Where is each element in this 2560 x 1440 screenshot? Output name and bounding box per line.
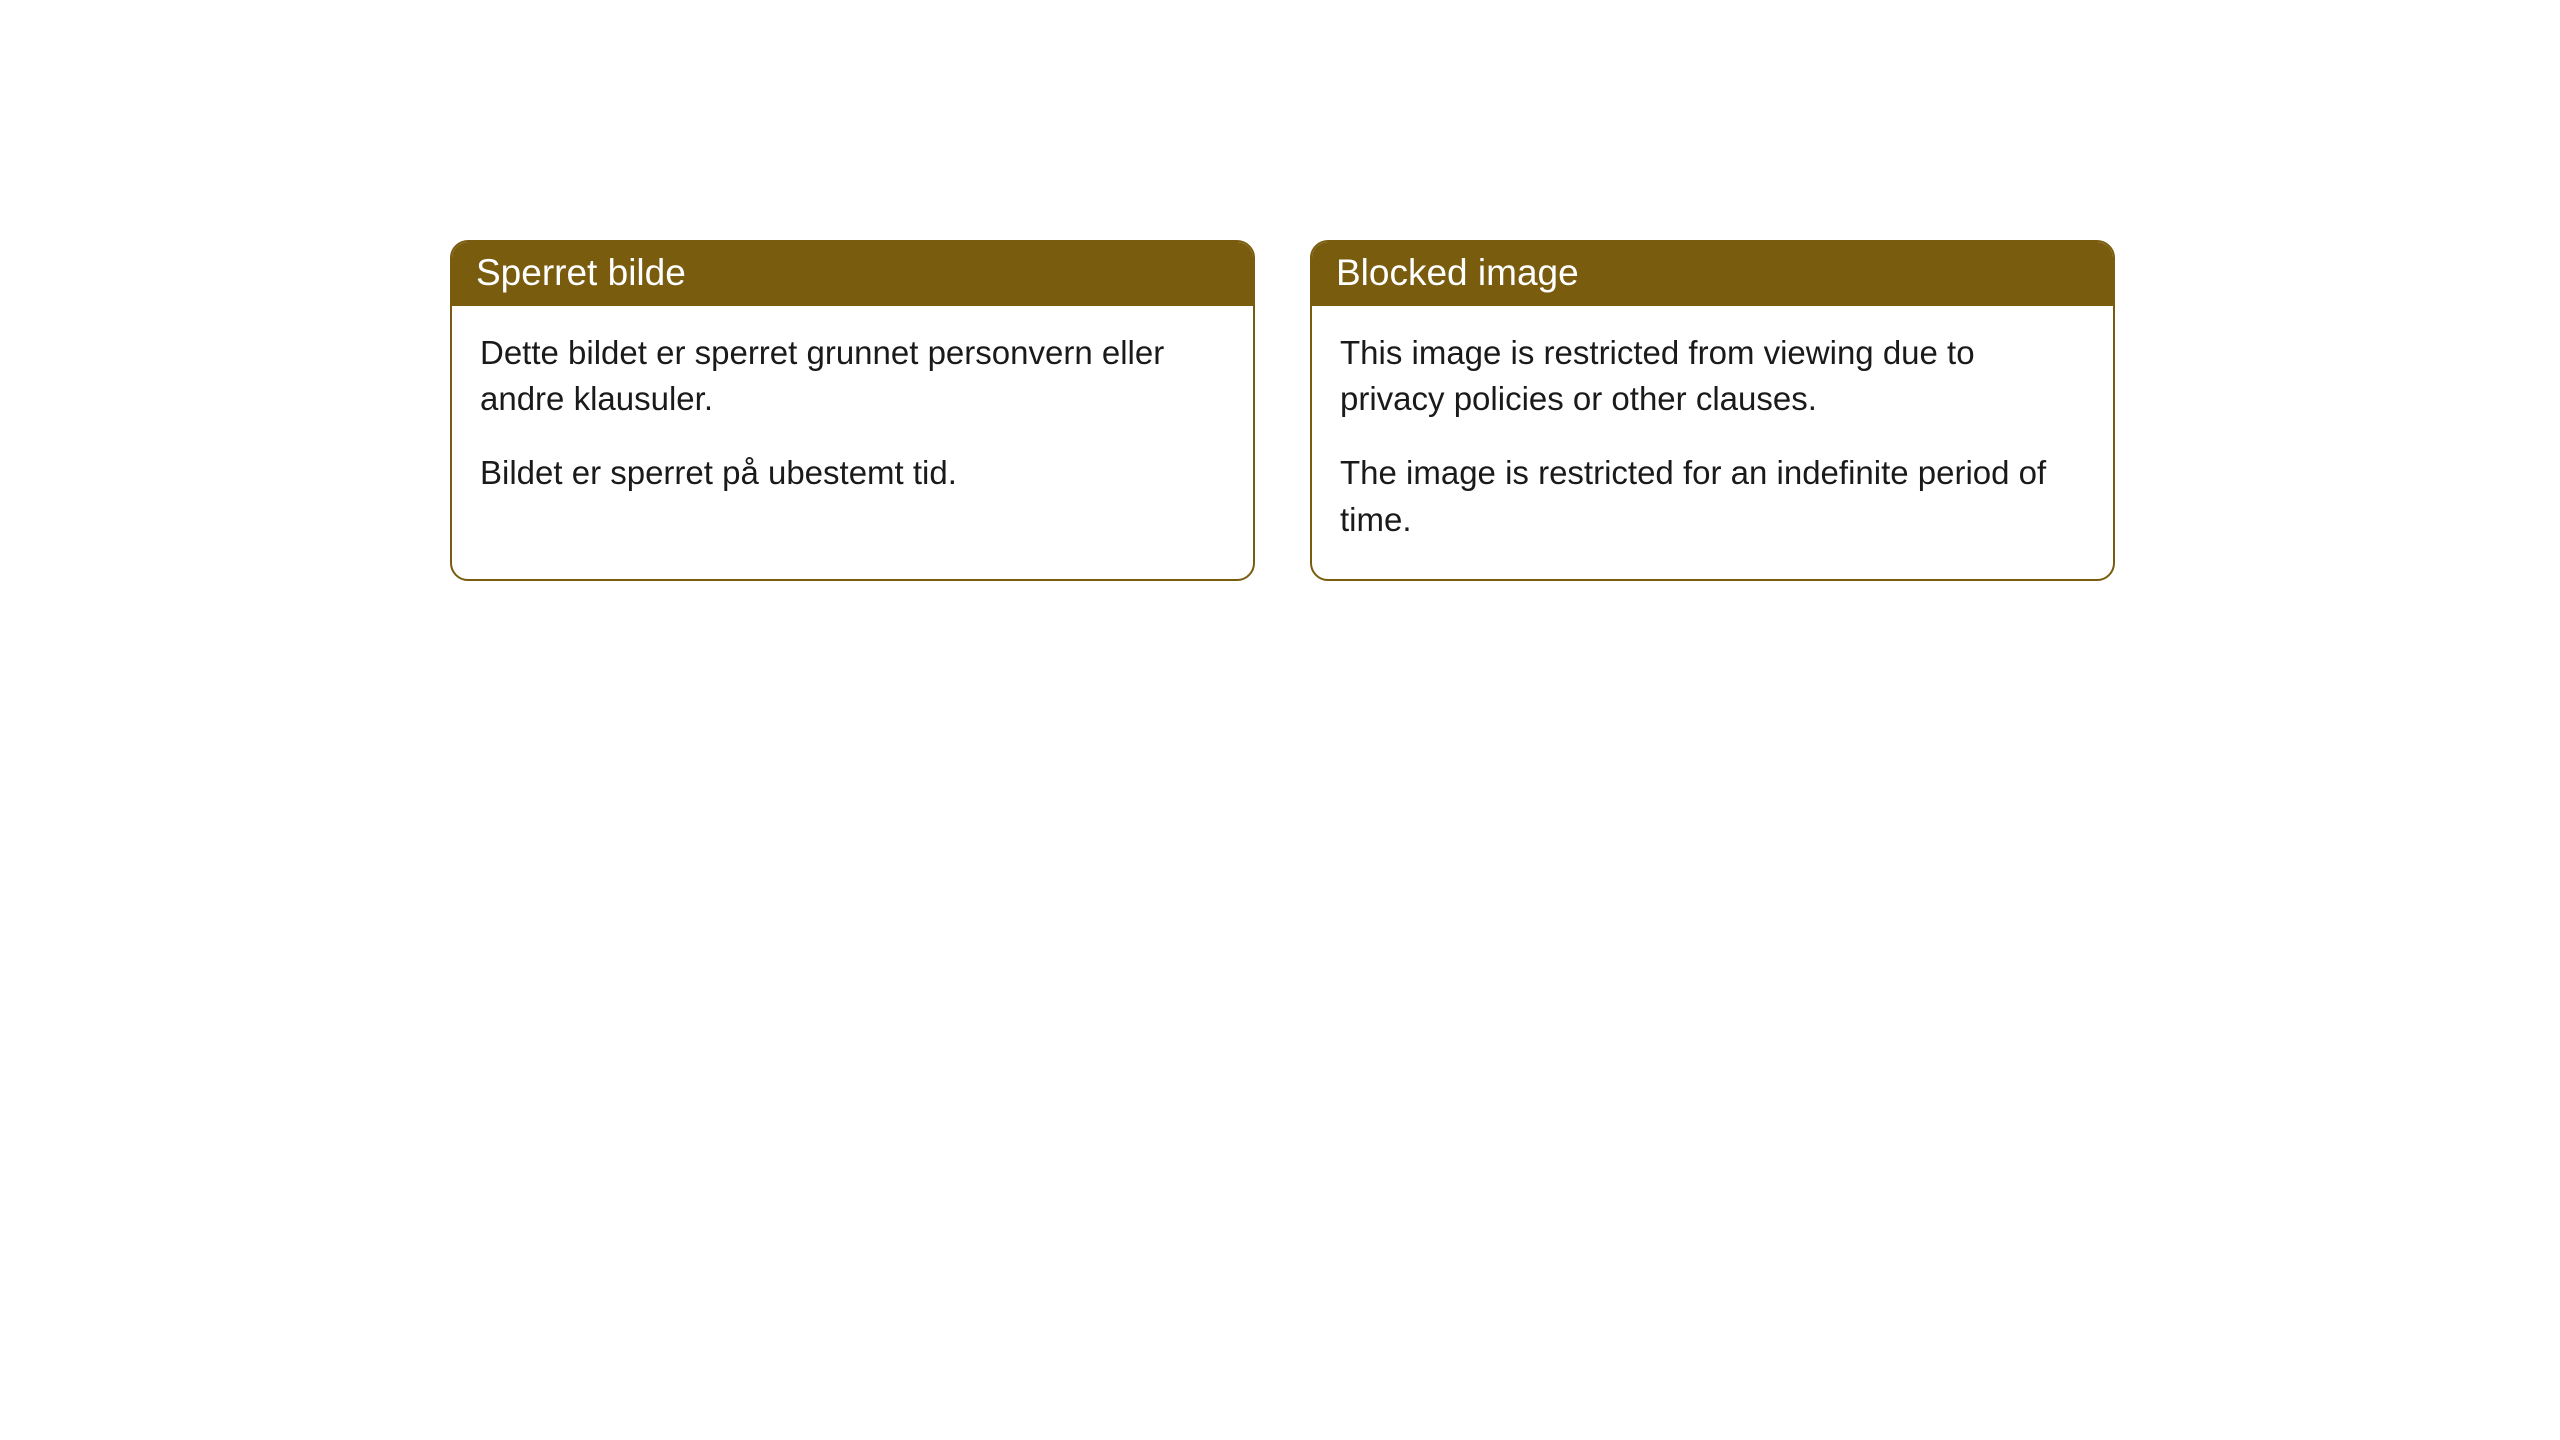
notice-body: Dette bildet er sperret grunnet personve… xyxy=(452,306,1253,533)
notice-card-english: Blocked image This image is restricted f… xyxy=(1310,240,2115,581)
notice-paragraph: Bildet er sperret på ubestemt tid. xyxy=(480,450,1225,496)
notice-paragraph: The image is restricted for an indefinit… xyxy=(1340,450,2085,542)
notice-paragraph: This image is restricted from viewing du… xyxy=(1340,330,2085,422)
notice-container: Sperret bilde Dette bildet er sperret gr… xyxy=(450,240,2115,581)
notice-body: This image is restricted from viewing du… xyxy=(1312,306,2113,579)
notice-header: Sperret bilde xyxy=(452,242,1253,306)
notice-paragraph: Dette bildet er sperret grunnet personve… xyxy=(480,330,1225,422)
notice-header: Blocked image xyxy=(1312,242,2113,306)
notice-card-norwegian: Sperret bilde Dette bildet er sperret gr… xyxy=(450,240,1255,581)
